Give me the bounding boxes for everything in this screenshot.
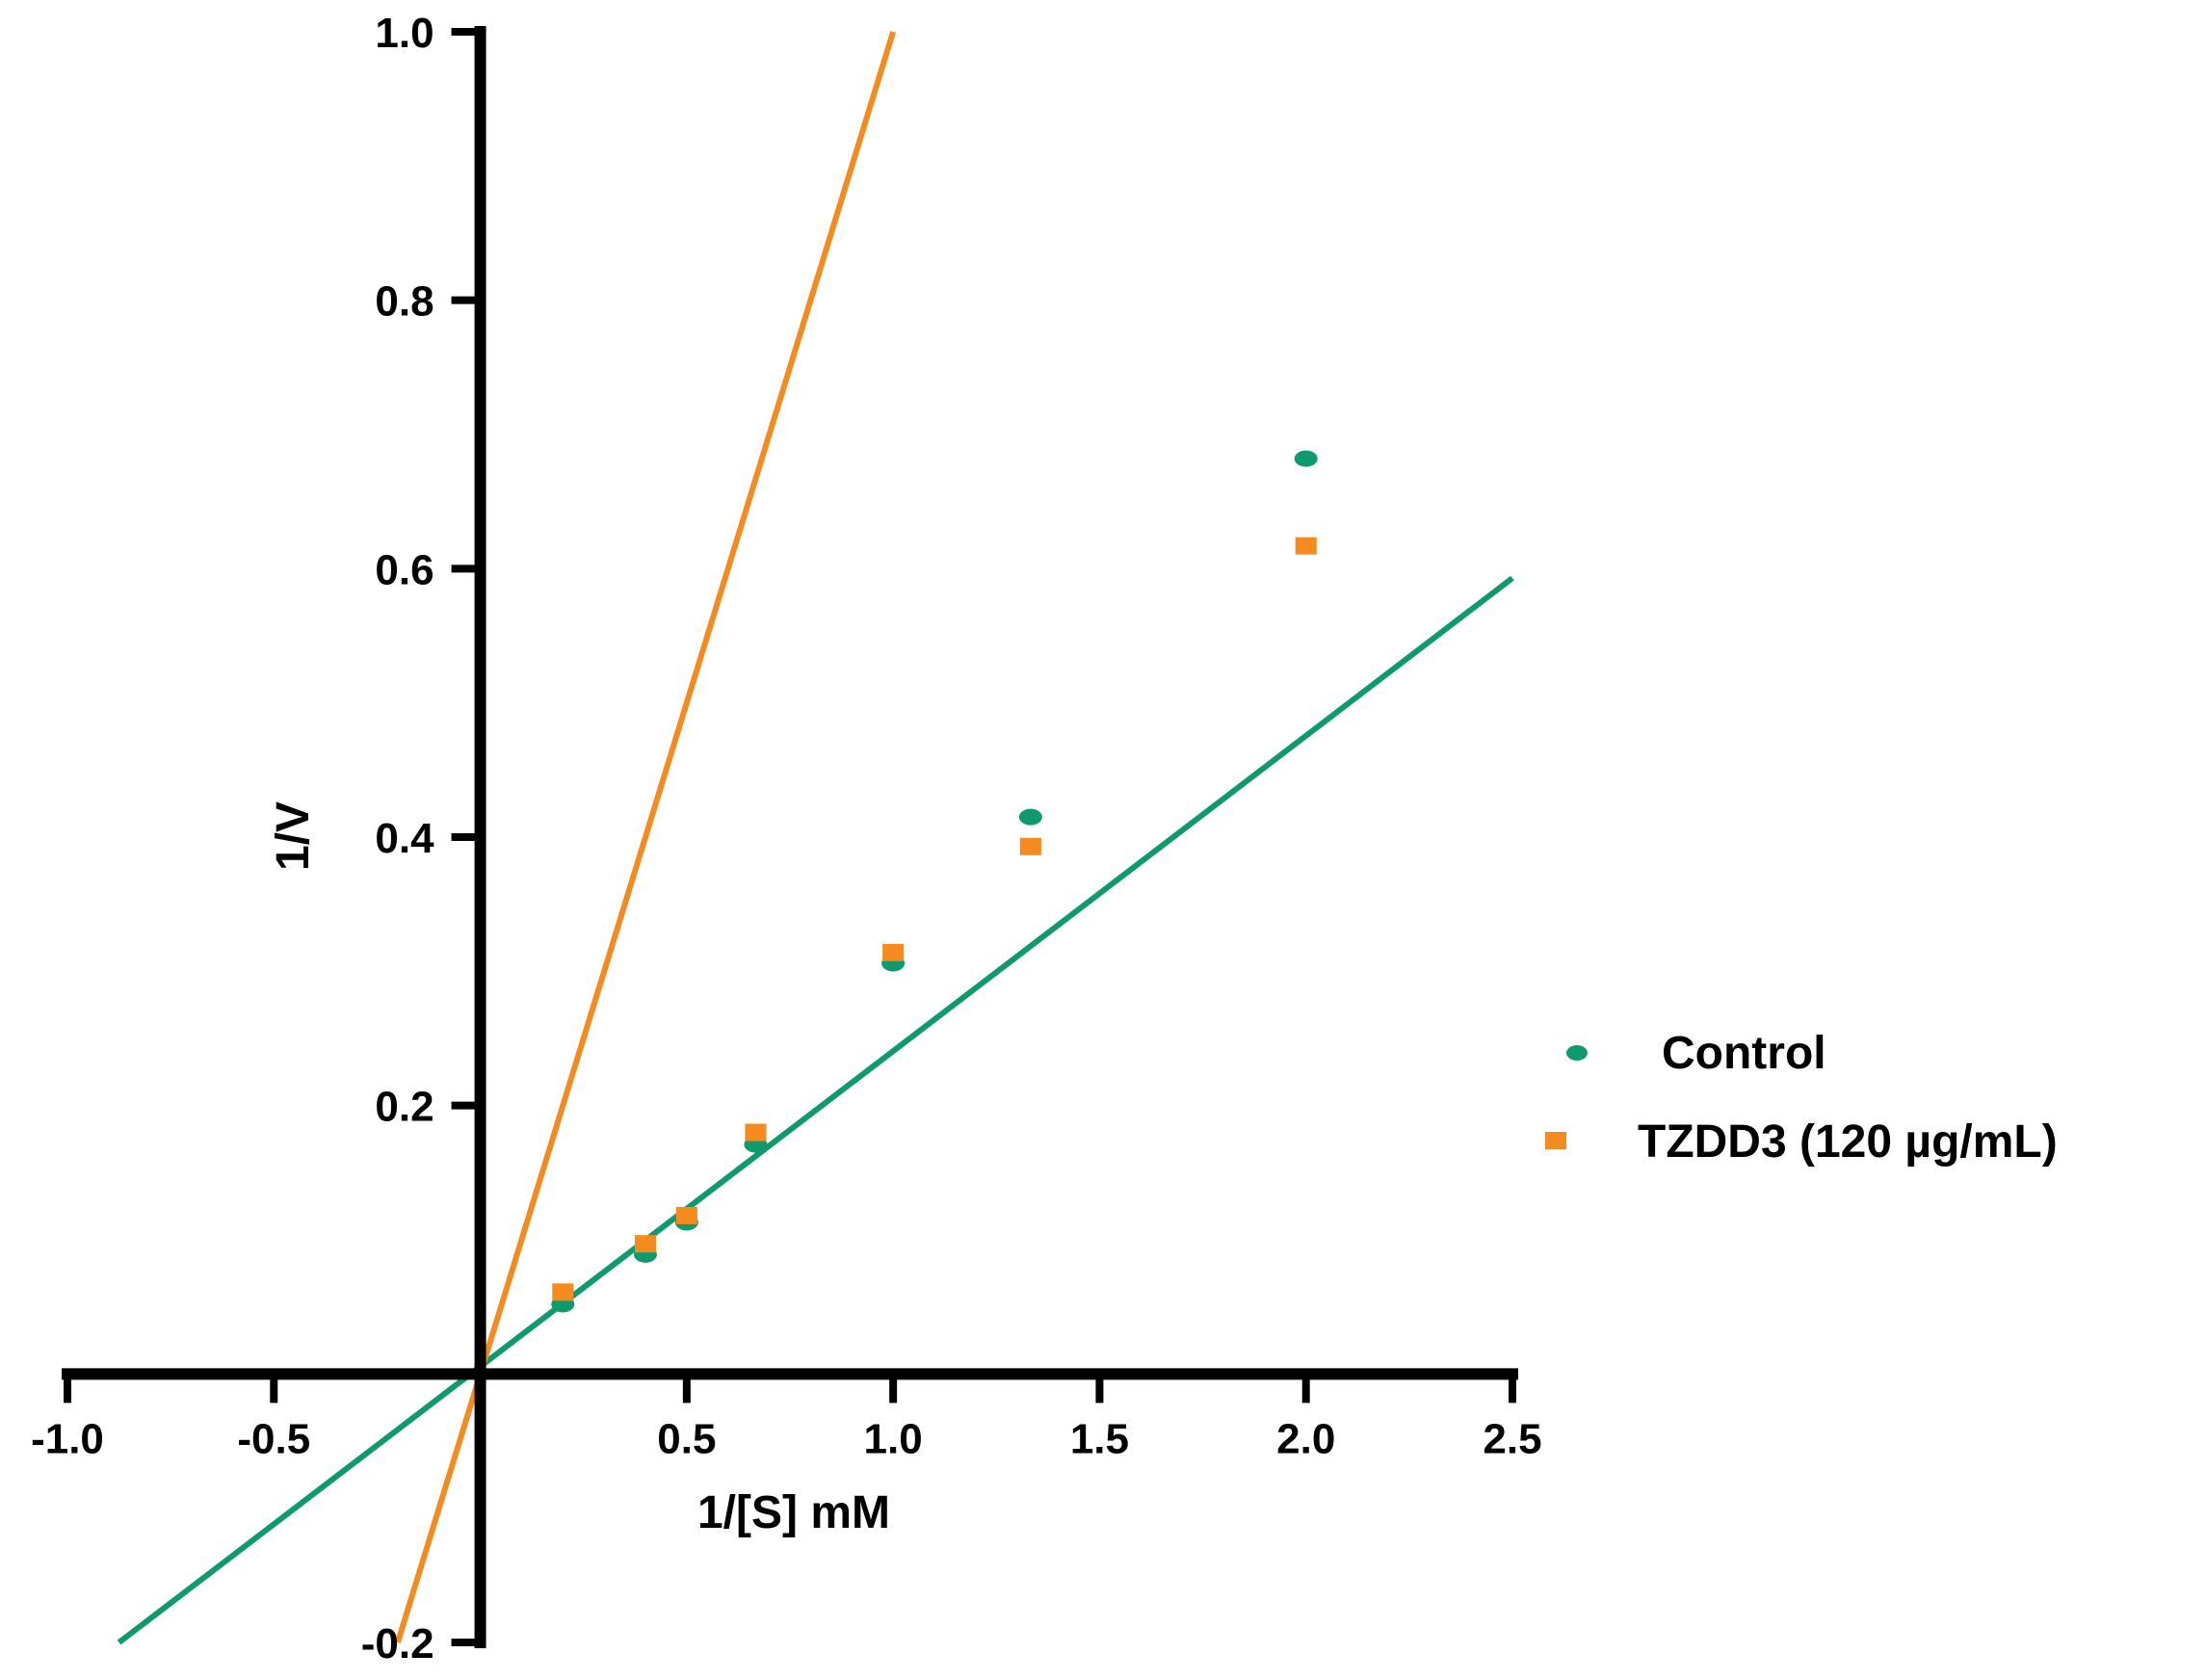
y-tick-label: -0.2 [361,1620,434,1667]
x-tick-label: 1.0 [864,1415,923,1462]
tzdd3-point [1295,537,1317,555]
y-axis-title: 1/V [268,801,319,871]
x-axis-title: 1/[S] mM [697,1487,890,1538]
y-tick-label: 0.2 [375,1084,433,1131]
tzdd3-point [745,1123,767,1142]
x-tick-label: -1.0 [31,1415,104,1462]
y-tick-label: 0.4 [375,815,434,862]
y-tick-label: 1.0 [375,10,433,57]
legend-marker-control [1566,1045,1588,1061]
x-tick-label: 1.5 [1070,1415,1129,1462]
tzdd3-point [675,1206,697,1224]
control-point [1294,450,1318,467]
x-tick-label: 2.0 [1276,1415,1335,1462]
tzdd3-point [1019,837,1041,855]
tzdd3-point [635,1235,656,1253]
data-markers [551,450,1318,1313]
control-point [1018,808,1042,826]
y-ticks: -0.2 0.2 0.4 0.6 0.8 1.0 [361,10,481,1667]
legend-label-control: Control [1662,1028,1826,1079]
legend-marker-tzdd3 [1545,1132,1566,1149]
x-tick-label: 2.5 [1483,1415,1541,1462]
legend-label-tzdd3: TZDD3 (120 µg/mL) [1638,1116,2058,1168]
tzdd3-point [552,1283,574,1301]
x-tick-label: -0.5 [237,1415,310,1462]
fit-line-control [117,575,1514,1645]
tzdd3-point [882,943,905,961]
x-tick-label: 0.5 [657,1415,716,1462]
y-tick-label: 0.6 [375,546,433,593]
x-ticks: -1.0 -0.5 0.5 1.0 1.5 2.0 2.5 [31,1374,1542,1462]
legend: Control TZDD3 (120 µg/mL) [1545,1028,2058,1168]
y-tick-label: 0.8 [375,278,433,326]
